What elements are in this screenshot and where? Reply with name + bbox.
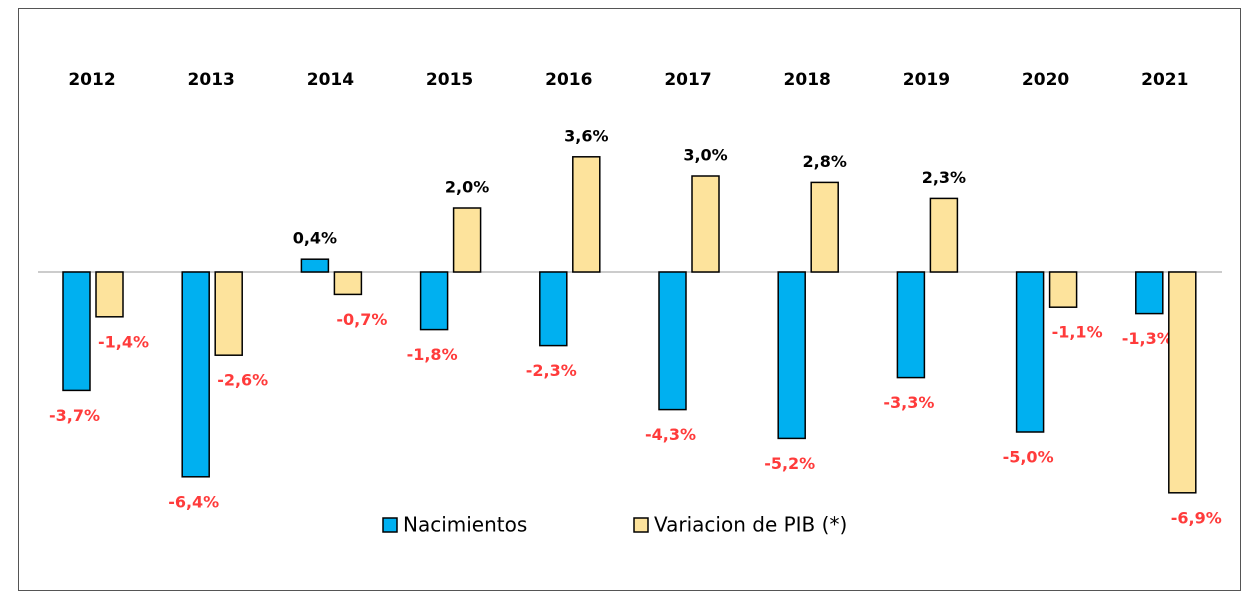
- value-label: 2,3%: [922, 168, 966, 187]
- category-label: 2017: [664, 70, 711, 90]
- value-label: -4,3%: [645, 425, 696, 444]
- value-label: -1,3%: [1122, 329, 1173, 348]
- value-label: -1,4%: [98, 332, 149, 351]
- value-label: 3,0%: [683, 146, 727, 165]
- bar: [214, 271, 243, 356]
- bar: [333, 271, 363, 296]
- value-label: -6,9%: [1171, 508, 1222, 527]
- value-label: -2,3%: [526, 361, 577, 380]
- value-label: 2,8%: [803, 152, 847, 171]
- value-label: 2,0%: [445, 178, 489, 197]
- category-label: 2013: [188, 70, 235, 90]
- category-label: 2016: [545, 70, 592, 90]
- value-label: -5,2%: [764, 454, 815, 473]
- bar: [419, 271, 449, 331]
- category-label: 2020: [1022, 70, 1069, 90]
- category-label: 2018: [784, 70, 831, 90]
- category-label: 2021: [1141, 70, 1188, 90]
- value-label: 3,6%: [564, 126, 608, 145]
- value-label: -6,4%: [168, 492, 219, 511]
- category-label: 2019: [903, 70, 950, 90]
- bar: [896, 271, 926, 379]
- bar: [810, 181, 839, 273]
- legend-swatch: [382, 517, 398, 533]
- category-label: 2015: [426, 70, 473, 90]
- bar: [1015, 271, 1045, 433]
- value-label: -3,3%: [883, 393, 934, 412]
- bar: [777, 271, 806, 440]
- bar: [1168, 271, 1197, 494]
- bar: [539, 271, 568, 347]
- category-label: 2014: [307, 70, 354, 90]
- category-label: 2012: [68, 70, 115, 90]
- value-label: -3,7%: [49, 406, 100, 425]
- value-label: -2,6%: [217, 371, 268, 390]
- bar: [691, 175, 720, 273]
- value-label: -5,0%: [1003, 448, 1054, 467]
- value-label: -1,1%: [1052, 323, 1103, 342]
- bar: [658, 271, 687, 411]
- value-label: 0,4%: [293, 229, 337, 248]
- bar: [572, 156, 601, 273]
- value-label: -1,8%: [407, 345, 458, 364]
- bar: [452, 207, 482, 273]
- bar: [300, 258, 330, 273]
- bar: [1048, 271, 1078, 308]
- bar: [929, 197, 959, 273]
- legend-label: Nacimientos: [403, 513, 527, 537]
- bar: [62, 271, 91, 392]
- value-label: -0,7%: [336, 310, 387, 329]
- legend-label: Variacion de PIB (*): [654, 513, 847, 537]
- bar: [95, 271, 124, 318]
- bar: [1135, 271, 1164, 315]
- legend-swatch: [633, 517, 649, 533]
- bar: [181, 271, 210, 478]
